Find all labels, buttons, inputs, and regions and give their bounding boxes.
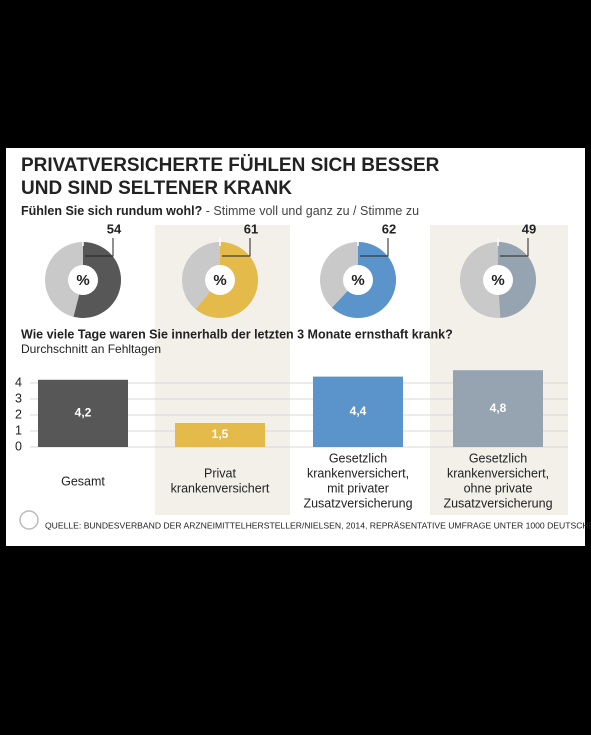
bar bbox=[453, 370, 543, 447]
pie-slice bbox=[498, 242, 536, 318]
pie-center-label: % bbox=[76, 272, 89, 289]
bar-title: Wie viele Tage waren Sie innerhalb der l… bbox=[21, 327, 453, 341]
pie-title: Fühlen Sie sich rundum wohl? bbox=[21, 204, 202, 218]
leader-line bbox=[500, 238, 529, 257]
y-tick-label: 4 bbox=[15, 375, 22, 389]
pie-center bbox=[483, 265, 513, 295]
title: PRIVATVERSICHERTE FÜHLEN SICH BESSER UND … bbox=[21, 155, 440, 199]
pies: % 54% 61% 62% 49 bbox=[45, 221, 536, 318]
pie-center bbox=[343, 265, 373, 295]
bar-subtitle: Durchschnitt an Fehltagen bbox=[21, 342, 161, 356]
pie-center-label: % bbox=[491, 272, 504, 289]
pie-value-label: 49 bbox=[522, 221, 536, 236]
pie-center-label: % bbox=[213, 272, 226, 289]
pie-subtitle: - Stimme voll und ganz zu / Stimme zu bbox=[206, 204, 419, 218]
bars: 0 1 2 3 4 4,2 Gesamt 1,5 Privat krankenversichert… bbox=[15, 370, 568, 511]
globe-icon bbox=[19, 510, 39, 530]
bar-value-label: 4,4 bbox=[350, 404, 367, 418]
y-tick-label: 3 bbox=[15, 391, 22, 405]
category-label: Privat krankenversichert bbox=[171, 467, 270, 496]
category-label: Gesetzlich krankenversichert, mit privater… bbox=[303, 452, 412, 511]
pie-heading: Fühlen Sie sich rundum wohl? - Stimme vo… bbox=[21, 204, 419, 218]
pie-center bbox=[68, 265, 98, 295]
y-tick-label: 0 bbox=[15, 439, 22, 453]
pie-center-label: % bbox=[351, 272, 364, 289]
leader-line bbox=[222, 238, 251, 257]
bar-value-label: 4,8 bbox=[490, 401, 507, 415]
category-label: Gesetzlich krankenversichert, ohne private… bbox=[443, 452, 552, 511]
y-tick-label: 1 bbox=[15, 423, 22, 437]
pie-value-label: 62 bbox=[382, 221, 396, 236]
pie-value-label: 54 bbox=[107, 221, 122, 236]
category-label: Gesamt bbox=[61, 474, 105, 488]
y-tick-label: 2 bbox=[15, 407, 22, 421]
leader-line bbox=[360, 238, 389, 257]
leader-line bbox=[85, 238, 114, 257]
bar-value-label: 1,5 bbox=[212, 427, 229, 441]
bar-value-label: 4,2 bbox=[75, 406, 92, 420]
pie-center bbox=[205, 265, 235, 295]
pie-value-label: 61 bbox=[244, 221, 258, 236]
bar bbox=[38, 379, 128, 447]
bar bbox=[313, 376, 403, 447]
bar bbox=[175, 423, 265, 447]
source: QUELLE: BUNDESVERBAND DER ARZNEIMITTELHE… bbox=[45, 520, 591, 530]
